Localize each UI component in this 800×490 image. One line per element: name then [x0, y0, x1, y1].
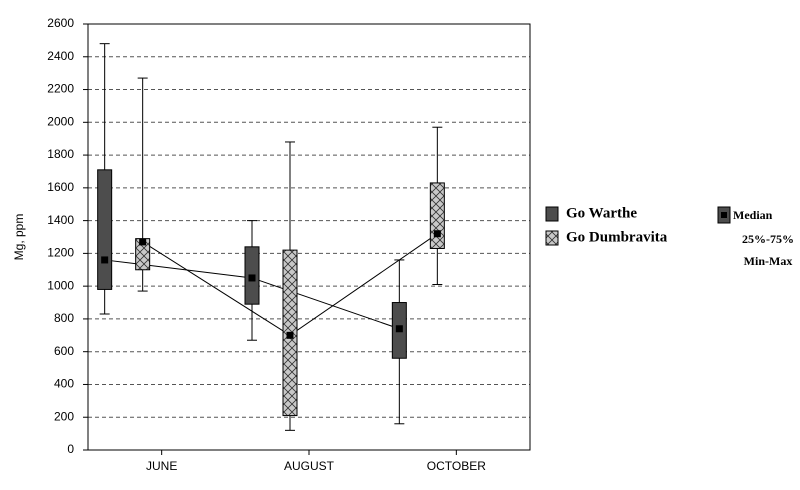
- y-tick-label: 1800: [47, 147, 74, 161]
- y-tick-label: 400: [54, 377, 74, 391]
- legend-label: Go Dumbravita: [566, 229, 668, 245]
- x-tick-label: JUNE: [146, 459, 177, 473]
- legend-stat-label: Min-Max: [744, 254, 793, 268]
- y-tick-label: 2600: [47, 16, 74, 30]
- x-tick-label: AUGUST: [284, 459, 335, 473]
- legend-swatch: [545, 230, 559, 246]
- legend-median-icon: [721, 212, 727, 218]
- y-tick-label: 800: [54, 311, 74, 325]
- y-tick-label: 0: [67, 442, 74, 456]
- y-tick-label: 600: [54, 344, 74, 358]
- legend-stat-label: 25%-75%: [742, 232, 794, 246]
- y-tick-label: 1400: [47, 213, 74, 227]
- y-tick-label: 2200: [47, 82, 74, 96]
- box: [429, 182, 445, 249]
- y-tick-label: 2000: [47, 114, 74, 128]
- y-tick-label: 200: [54, 409, 74, 423]
- y-axis-label: Mg, ppm: [12, 214, 26, 261]
- median-marker: [248, 274, 256, 282]
- y-tick-label: 1000: [47, 278, 74, 292]
- median-marker: [395, 325, 403, 333]
- median-marker: [286, 331, 294, 339]
- y-tick-label: 2400: [47, 49, 74, 63]
- legend-swatch: [545, 206, 559, 222]
- legend-stat-label: Median: [733, 208, 773, 222]
- median-marker: [101, 256, 109, 264]
- y-tick-label: 1200: [47, 246, 74, 260]
- box: [97, 169, 113, 290]
- median-marker: [433, 230, 441, 238]
- x-tick-label: OCTOBER: [427, 459, 486, 473]
- legend-label: Go Warthe: [566, 205, 637, 221]
- y-tick-label: 1600: [47, 180, 74, 194]
- plot-frame: [87, 23, 531, 451]
- median-marker: [139, 238, 147, 246]
